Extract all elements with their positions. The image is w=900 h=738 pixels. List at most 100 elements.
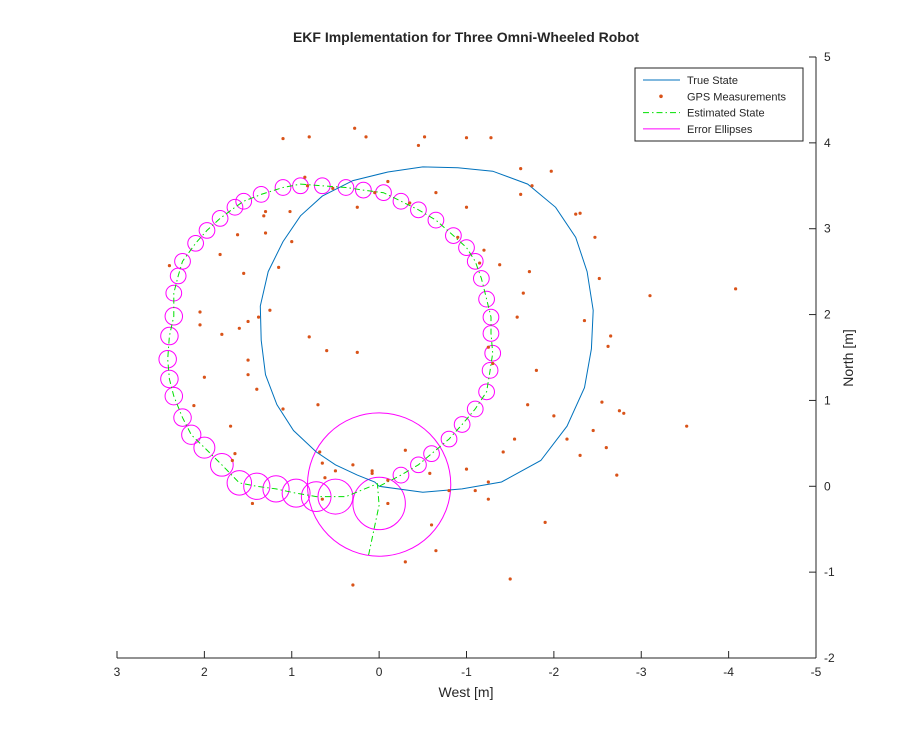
y-tick-label: -2 [824, 651, 835, 665]
error-ellipse [193, 436, 216, 459]
legend-item: GPS Measurements [659, 91, 787, 103]
gps-point [307, 335, 311, 339]
gps-point [604, 446, 608, 450]
gps-point [600, 400, 604, 404]
x-tick-label: -3 [636, 665, 647, 679]
error-ellipse [392, 466, 410, 484]
gps-point [290, 239, 294, 244]
gps-point [609, 334, 613, 338]
gps-point [364, 135, 368, 139]
gps-point [473, 488, 477, 493]
chart-title: EKF Implementation for Three Omni-Wheele… [293, 29, 639, 45]
gps-point [428, 471, 432, 476]
gps-point [429, 523, 434, 527]
error-ellipse [427, 211, 445, 229]
gps-point [519, 167, 523, 171]
gps-point [268, 308, 272, 312]
error-ellipse [235, 192, 253, 210]
error-ellipse [160, 326, 179, 346]
gps-point [422, 135, 427, 139]
error-ellipse [392, 192, 410, 210]
error-ellipse [355, 181, 372, 199]
gps-point [355, 205, 359, 209]
error-ellipse [209, 452, 234, 477]
gps-point [582, 318, 587, 323]
error-ellipse [262, 475, 290, 503]
gps-point [233, 452, 237, 456]
gps-point [333, 469, 338, 473]
gps-point [574, 212, 578, 216]
x-axis-label: West [m] [439, 684, 494, 700]
legend-item: Error Ellipses [643, 124, 753, 136]
gps-point [246, 373, 250, 377]
gps-point [325, 349, 329, 353]
gps-point [543, 520, 547, 524]
gps-point [434, 549, 438, 553]
error-ellipse [337, 179, 355, 196]
gps-point [578, 453, 582, 457]
error-ellipse [478, 290, 495, 308]
error-ellipse [226, 470, 253, 496]
gps-point [386, 478, 390, 482]
gps-point [521, 291, 525, 295]
y-tick-label: 3 [824, 222, 831, 236]
error-ellipse [226, 198, 244, 216]
gps-point [478, 261, 482, 265]
error-ellipse [198, 222, 216, 239]
error-ellipse [478, 383, 495, 401]
x-tick-label: -5 [811, 665, 822, 679]
y-tick-label: -1 [824, 565, 835, 579]
error-ellipse [173, 408, 192, 427]
error-ellipse [458, 239, 475, 256]
error-ellipses-series [158, 177, 502, 557]
error-ellipse [423, 445, 440, 463]
gps-point [331, 186, 335, 190]
gps-point [167, 264, 172, 268]
legend-swatch [659, 94, 663, 99]
gps-point [519, 192, 523, 196]
gps-point [534, 368, 539, 372]
gps-point [242, 271, 246, 275]
error-ellipse [306, 412, 452, 557]
gps-point [288, 209, 292, 214]
gps-point [416, 143, 421, 148]
gps-point [434, 191, 438, 195]
true-state-line [259, 166, 594, 493]
error-ellipse [181, 424, 202, 445]
gps-point [246, 319, 250, 324]
error-ellipse [481, 362, 499, 379]
gps-point [403, 448, 407, 452]
x-axis-ticks: 3 2 1 0 -1 -2 -3 -4 -5 [114, 651, 822, 679]
gps-point [218, 252, 222, 257]
gps-point [486, 345, 490, 349]
gps-point [281, 407, 285, 411]
gps-point [578, 211, 582, 215]
gps-point [456, 235, 460, 239]
gps-point [464, 205, 469, 209]
gps-point [262, 214, 266, 218]
error-ellipse [317, 478, 354, 515]
legend-label: GPS Measurements [687, 91, 787, 103]
error-ellipse [410, 456, 427, 474]
gps-point [464, 467, 469, 471]
gps-point [648, 294, 652, 298]
gps-point [263, 209, 268, 214]
x-tick-label: 2 [201, 665, 208, 679]
y-tick-label: 4 [824, 136, 831, 150]
gps-point [305, 184, 310, 188]
gps-point [549, 169, 553, 173]
x-tick-label: -1 [461, 665, 472, 679]
gps-point [593, 235, 597, 239]
gps-point [486, 497, 490, 501]
legend-item: True State [643, 75, 738, 87]
x-tick-label: 3 [114, 665, 121, 679]
gps-point [220, 332, 224, 336]
gps-point [491, 361, 495, 366]
y-tick-label: 1 [824, 393, 831, 407]
gps-point [355, 350, 359, 354]
error-ellipse [472, 270, 490, 287]
gps-point [277, 265, 281, 269]
legend-item: Estimated State [643, 108, 765, 120]
gps-point [320, 497, 324, 501]
gps-point [281, 136, 285, 141]
